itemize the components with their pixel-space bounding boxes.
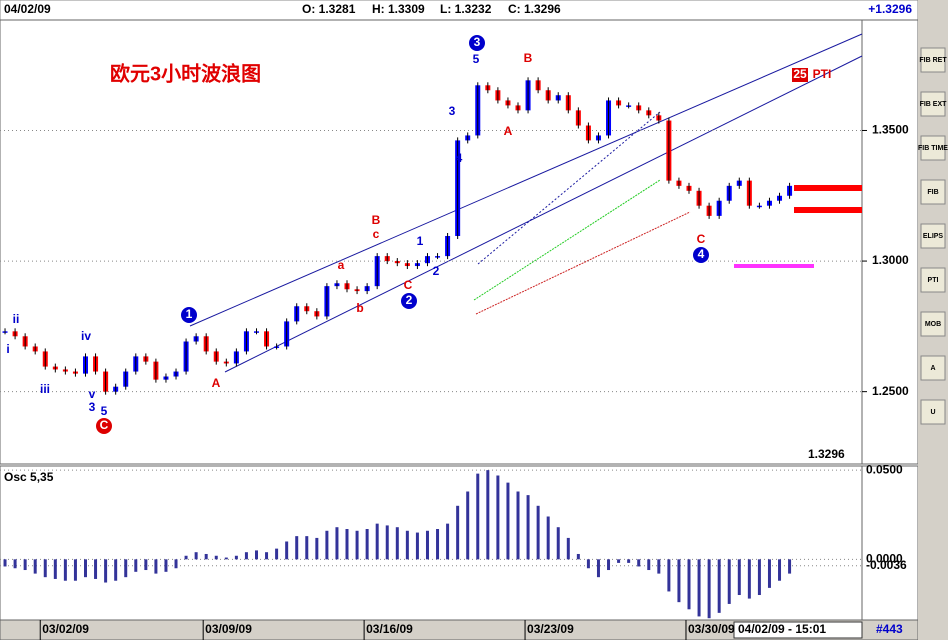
arc-line — [473, 179, 661, 301]
bar-count: #443 — [876, 622, 903, 636]
x-tick-label: 03/23/09 — [527, 622, 574, 636]
wave-label: PTI — [813, 67, 832, 81]
wave-label: b — [356, 301, 363, 315]
wave-label: i — [6, 342, 9, 356]
wave-label: A — [212, 376, 221, 390]
x-tick-label: 03/09/09 — [205, 622, 252, 636]
wave-label: 4 — [698, 247, 705, 261]
tool-label[interactable]: FIB TIME — [918, 145, 948, 152]
wave-label: 25 — [793, 67, 807, 81]
wave-label: C — [404, 278, 413, 292]
wave-label: 1 — [417, 234, 424, 248]
channel-line — [189, 33, 863, 327]
tool-label[interactable]: FIB — [927, 189, 938, 196]
osc-tick-label: 0.0500 — [866, 462, 903, 476]
wave-label: ii — [13, 312, 20, 326]
y-tick-label: 1.3000 — [872, 253, 909, 267]
trend-lines — [189, 33, 863, 373]
osc-tick-label: -0.0036 — [866, 558, 907, 572]
arc-line — [477, 111, 661, 265]
tool-label[interactable]: A — [930, 365, 935, 372]
wave-label: 3 — [89, 400, 96, 414]
header-close: C: 1.3296 — [508, 2, 561, 16]
wave-label: 2 — [406, 293, 413, 307]
cursor-box — [733, 621, 863, 639]
wave-label: 1 — [186, 307, 193, 321]
tool-label[interactable]: PTI — [928, 277, 939, 284]
tool-label[interactable]: FIB RET — [919, 57, 947, 64]
header-high: H: 1.3309 — [372, 2, 425, 16]
tool-button — [920, 135, 946, 161]
osc-panel — [0, 465, 863, 621]
wave-label: 5 — [473, 52, 480, 66]
tool-label[interactable]: ELIPS — [923, 233, 944, 240]
tool-button — [920, 267, 946, 293]
x-tick-label: 03/02/09 — [42, 622, 89, 636]
wave-label: 3 — [474, 35, 481, 49]
wave-label: iv — [81, 329, 91, 343]
wave-label: C — [100, 418, 109, 432]
channel-line — [224, 55, 863, 373]
osc-axis — [861, 465, 919, 621]
wave-label: a — [338, 258, 345, 272]
y-tick-label: 1.2500 — [872, 384, 909, 398]
tool-button — [920, 355, 946, 381]
tool-button — [920, 179, 946, 205]
y-tick-label: 1.3500 — [872, 123, 909, 137]
wave-label: A — [504, 124, 513, 138]
cursor-date: 04/02/09 - 15:01 — [738, 622, 826, 636]
tool-button — [920, 311, 946, 337]
chart-title: 欧元3小时波浪图 — [110, 61, 261, 85]
wave-label: C — [697, 232, 706, 246]
wave-label: iii — [40, 382, 50, 396]
tool-label[interactable]: MOB — [925, 321, 941, 328]
wave-label: v — [89, 387, 96, 401]
wave-label: 3 — [449, 104, 456, 118]
wave-marker — [469, 35, 485, 51]
wave-label: 4 — [456, 151, 463, 165]
tool-button — [920, 223, 946, 249]
arc-line — [475, 211, 691, 315]
x-tick-label: 03/16/09 — [366, 622, 413, 636]
tool-button — [920, 91, 946, 117]
osc-tick-label: 0.0000 — [866, 551, 903, 565]
tool-button — [920, 399, 946, 425]
wave-marker — [181, 307, 197, 323]
header-date: 04/02/09 — [4, 2, 51, 16]
price-panel — [0, 19, 863, 465]
price-axis — [861, 19, 919, 465]
wave-marker — [693, 247, 709, 263]
wave-label: c — [373, 227, 380, 241]
wave-label: 5 — [101, 404, 108, 418]
wave-label: 2 — [433, 264, 440, 278]
header-open: O: 1.3281 — [302, 2, 356, 16]
header-change: +1.3296 — [868, 2, 912, 16]
x-tick-label: 03/30/09 — [688, 622, 735, 636]
wave-label: B — [372, 213, 381, 227]
tool-label[interactable]: U — [930, 409, 935, 416]
tool-label[interactable]: FIB EXT — [920, 101, 948, 108]
wave-marker — [96, 418, 112, 434]
wave-marker — [401, 293, 417, 309]
header-low: L: 1.3232 — [440, 2, 492, 16]
tool-button — [920, 47, 946, 73]
osc-title: Osc 5,35 — [4, 470, 54, 484]
last-price: 1.3296 — [808, 447, 845, 461]
wave-marker — [792, 68, 808, 82]
wave-label: B — [524, 51, 533, 65]
